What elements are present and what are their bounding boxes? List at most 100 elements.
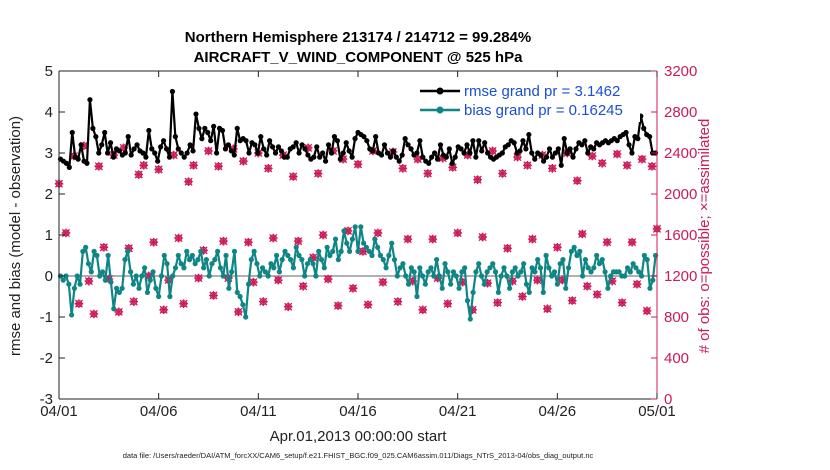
rmse-point bbox=[234, 125, 240, 131]
obs-assimilated-marker bbox=[523, 160, 532, 170]
rmse-point bbox=[190, 148, 196, 154]
bias-point bbox=[85, 261, 92, 267]
rmse-point bbox=[317, 154, 323, 160]
bias-point bbox=[243, 314, 249, 320]
bias-point bbox=[113, 285, 120, 291]
rmse-point bbox=[322, 158, 329, 164]
bias-point bbox=[142, 265, 148, 271]
obs-assimilated-marker bbox=[94, 162, 104, 171]
bias-point bbox=[422, 281, 428, 287]
y-tick-label: 4 bbox=[45, 104, 53, 121]
obs-assimilated-marker bbox=[124, 244, 134, 253]
obs-assimilated-marker bbox=[204, 146, 213, 156]
right-y-axis-label: # of obs: o=possible; ×=assimilated bbox=[696, 119, 713, 354]
rmse-point bbox=[320, 150, 326, 156]
obs-assimilated-marker bbox=[473, 175, 482, 184]
bias-point bbox=[164, 261, 170, 267]
rmse-point bbox=[149, 146, 155, 152]
bias-point bbox=[223, 252, 229, 259]
bias-point bbox=[310, 261, 316, 267]
obs-assimilated-marker bbox=[642, 306, 652, 316]
rmse-point bbox=[570, 154, 576, 160]
bias-point bbox=[487, 265, 493, 271]
obs-assimilated-marker bbox=[219, 236, 228, 246]
bias-point bbox=[172, 265, 179, 271]
obs-assimilated-marker bbox=[234, 307, 243, 317]
bias-point bbox=[125, 248, 131, 254]
legend-bias-marker bbox=[436, 106, 444, 114]
rmse-point bbox=[614, 138, 620, 144]
rmse-point bbox=[134, 142, 140, 148]
rmse-point bbox=[158, 144, 164, 150]
bias-point bbox=[425, 269, 431, 275]
rmse-point bbox=[390, 148, 396, 154]
obs-assimilated-marker bbox=[194, 273, 203, 283]
bias-point bbox=[473, 269, 479, 275]
y-tick-label: -3 bbox=[40, 391, 53, 408]
rmse-point bbox=[105, 150, 111, 156]
bias-point bbox=[229, 269, 235, 275]
bias-point bbox=[571, 244, 577, 250]
bias-point bbox=[212, 257, 218, 263]
rmse-point bbox=[305, 152, 311, 158]
rmse-point bbox=[549, 154, 556, 160]
right-y-tick-label: 2400 bbox=[664, 145, 697, 162]
bias-point bbox=[397, 265, 403, 271]
obs-assimilated-marker bbox=[533, 275, 542, 285]
bias-point bbox=[136, 285, 142, 291]
obs-assimilated-marker bbox=[647, 162, 657, 171]
right-y-tick-label: 1600 bbox=[664, 227, 697, 244]
obs-assimilated-marker bbox=[99, 242, 109, 252]
rmse-point bbox=[511, 140, 517, 146]
obs-assimilated-marker bbox=[273, 275, 283, 285]
rmse-point bbox=[199, 136, 205, 142]
obs-assimilated-marker bbox=[433, 273, 443, 283]
obs-assimilated-marker bbox=[134, 170, 144, 179]
bias-point bbox=[344, 240, 350, 246]
rmse-point bbox=[331, 134, 338, 140]
rmse-point bbox=[107, 140, 114, 146]
rmse-point bbox=[529, 150, 535, 156]
rmse-point bbox=[349, 154, 355, 160]
rmse-point bbox=[290, 144, 296, 150]
rmse-point bbox=[470, 138, 476, 144]
bias-point bbox=[577, 248, 583, 254]
bias-point bbox=[282, 248, 288, 254]
rmse-point bbox=[479, 148, 485, 154]
rmse-point bbox=[370, 148, 376, 154]
bias-point bbox=[119, 285, 125, 291]
obs-assimilated-marker bbox=[577, 229, 587, 239]
rmse-point bbox=[93, 134, 99, 140]
rmse-point bbox=[193, 111, 199, 117]
bias-point bbox=[594, 252, 600, 259]
bias-point bbox=[383, 265, 389, 271]
obs-assimilated-marker bbox=[567, 296, 577, 305]
bias-point bbox=[540, 289, 546, 295]
rmse-point bbox=[434, 156, 441, 162]
rmse-point bbox=[399, 152, 405, 158]
obs-assimilated-marker bbox=[602, 237, 612, 247]
rmse-point bbox=[184, 150, 190, 156]
rmse-point bbox=[573, 146, 579, 152]
rmse-point bbox=[196, 125, 202, 131]
x-tick-label: 04/11 bbox=[240, 403, 276, 420]
legend-rmse-label: rmse grand pr = 3.1462 bbox=[464, 83, 620, 100]
legend-rmse-marker bbox=[436, 87, 444, 95]
rmse-point bbox=[364, 138, 370, 144]
x-axis-label: Apr.01,2013 00:00:00 start bbox=[270, 428, 448, 445]
rmse-point bbox=[467, 150, 473, 156]
legend-box bbox=[416, 82, 640, 122]
rmse-point bbox=[381, 142, 388, 148]
rmse-point bbox=[461, 150, 467, 156]
bias-point bbox=[332, 236, 339, 242]
obs-assimilated-marker bbox=[443, 299, 453, 308]
bias-point bbox=[467, 316, 473, 322]
rmse-point bbox=[337, 156, 343, 162]
rmse-point bbox=[202, 125, 208, 131]
bias-point bbox=[161, 252, 167, 259]
obs-assimilated-marker bbox=[423, 169, 433, 178]
rmse-point bbox=[361, 134, 367, 140]
bias-point bbox=[549, 273, 555, 279]
obs-assimilated-marker bbox=[119, 143, 129, 153]
bias-point bbox=[268, 261, 274, 267]
